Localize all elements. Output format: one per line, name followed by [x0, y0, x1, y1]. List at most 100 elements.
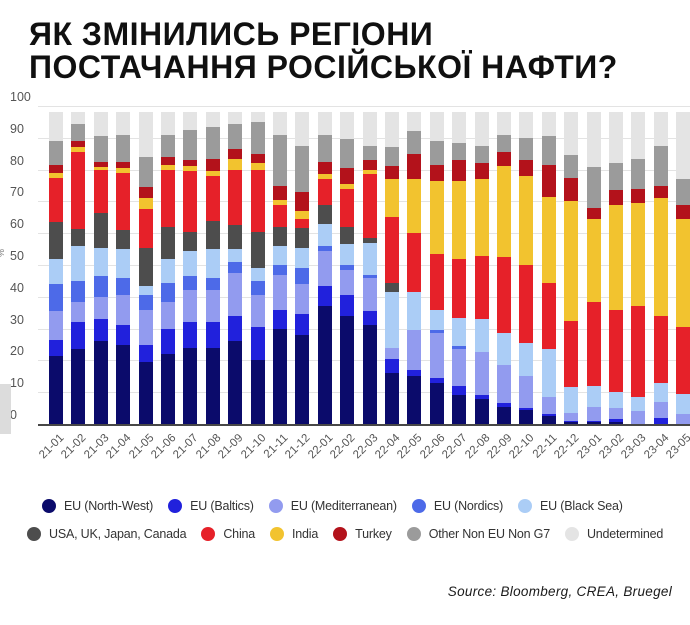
bar-segment	[49, 141, 63, 165]
bar-segment	[474, 395, 489, 399]
bar-segment	[228, 272, 243, 316]
legend-label: Undetermined	[586, 527, 664, 541]
legend-item: USA, UK, Japan, Canada	[27, 527, 187, 541]
bar-segment	[49, 222, 63, 259]
bar-segment	[407, 292, 422, 331]
bar-segment	[183, 347, 198, 424]
bar-segment	[183, 166, 198, 172]
bar-segment	[183, 231, 198, 251]
legend-dot-icon	[201, 527, 216, 541]
bar-segment	[49, 164, 63, 173]
bar-segment	[93, 112, 108, 137]
bar-segment	[250, 169, 265, 232]
bar-segment	[429, 164, 444, 181]
bar-segment	[631, 411, 646, 424]
bar-segment	[228, 158, 243, 170]
bar-segment	[586, 406, 601, 421]
bar-segment	[541, 196, 556, 283]
bar-22-12	[564, 106, 579, 424]
bar-21-04	[116, 106, 131, 424]
legend-dot-icon	[564, 527, 579, 541]
legend-dot-icon	[406, 527, 421, 541]
bar-segment	[407, 153, 422, 180]
legend-item: China	[201, 527, 255, 541]
bar-segment	[385, 112, 399, 148]
bar-segment	[93, 166, 108, 170]
bar-segment	[273, 265, 287, 275]
bar-segment	[161, 328, 175, 355]
legend-item: EU (Black Sea)	[518, 499, 623, 513]
bar-segment	[116, 277, 131, 296]
bar-21-02	[71, 106, 86, 424]
bar-segment	[161, 169, 175, 227]
bar-segment	[317, 223, 332, 246]
bar-segment	[273, 309, 287, 329]
bar-segment	[653, 198, 668, 316]
bar-segment	[71, 147, 86, 153]
bar-segment	[385, 147, 399, 167]
bar-segment	[205, 112, 220, 127]
bar-segment	[138, 309, 153, 345]
bar-segment	[385, 358, 399, 374]
bar-segment	[228, 315, 243, 342]
bar-21-11	[273, 106, 287, 424]
bar-21-12	[295, 106, 310, 424]
legend-item: EU (Nordics)	[411, 499, 504, 513]
bar-22-06	[429, 106, 444, 424]
bar-segment	[340, 183, 355, 189]
bar-segment	[452, 346, 467, 350]
bar-segment	[93, 276, 108, 297]
bar-segment	[676, 414, 690, 424]
bar-segment	[452, 160, 467, 181]
bar-segment	[295, 334, 310, 424]
bar-segment	[631, 396, 646, 412]
legend-item: India	[270, 527, 318, 541]
bar-segment	[609, 408, 623, 420]
bar-segment	[497, 365, 511, 404]
bar-segment	[541, 416, 556, 424]
bar-segment	[385, 217, 399, 283]
y-tick-label: 20	[10, 344, 24, 359]
bar-segment	[362, 277, 377, 312]
bar-segment	[541, 349, 556, 397]
bar-segment	[250, 295, 265, 328]
bar-segment	[609, 419, 623, 423]
bar-segment	[116, 344, 131, 424]
bar-22-03	[362, 106, 377, 424]
legend-label: EU (Nordics)	[433, 499, 504, 513]
page-title-line-2: ПОСТАЧАННЯ РОСІЙСЬКОЇ НАФТИ?	[29, 49, 618, 86]
bar-segment	[497, 152, 511, 167]
bar-segment	[228, 261, 243, 273]
bar-segment	[116, 168, 131, 173]
bar-segment	[653, 145, 668, 186]
bar-segment	[474, 255, 489, 320]
bar-segment	[228, 123, 243, 149]
bar-segment	[519, 137, 534, 161]
bar-segment	[205, 322, 220, 348]
y-axis-unit-label: %	[0, 249, 6, 257]
page-title-line-1: ЯК ЗМІНИЛИСЬ РЕГІОНИ	[29, 16, 434, 52]
bar-segment	[317, 179, 332, 205]
bar-segment	[228, 341, 243, 424]
bar-segment	[93, 136, 108, 162]
bar-segment	[564, 387, 579, 413]
bar-segment	[138, 362, 153, 424]
bar-segment	[609, 112, 623, 164]
bar-segment	[676, 393, 690, 415]
bar-segment	[250, 163, 265, 170]
bar-segment	[295, 211, 310, 219]
bar-segment	[161, 112, 175, 135]
bar-segment	[138, 344, 153, 362]
bar-segment	[295, 191, 310, 212]
bar-segment	[49, 284, 63, 312]
bar-segment	[71, 280, 86, 302]
bar-segment	[429, 253, 444, 310]
left-edge-block	[0, 384, 11, 434]
bar-segment	[183, 250, 198, 277]
bar-segment	[452, 385, 467, 396]
bar-segment	[161, 282, 175, 302]
bar-segment	[49, 339, 63, 356]
legend-label: India	[292, 527, 319, 541]
bar-segment	[474, 145, 489, 164]
bar-segment	[541, 112, 556, 137]
